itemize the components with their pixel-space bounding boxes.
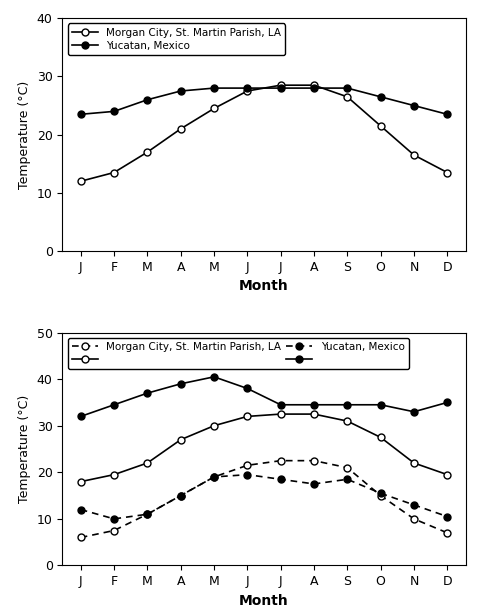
- Legend: Morgan City, St. Martin Parish, LA, , Yucatan, Mexico, : Morgan City, St. Martin Parish, LA, , Yu…: [68, 338, 409, 369]
- Text: max.: max.: [345, 349, 373, 359]
- X-axis label: Month: Month: [239, 594, 289, 608]
- Y-axis label: Temperature (°C): Temperature (°C): [18, 80, 31, 189]
- Y-axis label: Temperature (°C): Temperature (°C): [18, 395, 31, 503]
- X-axis label: Month: Month: [239, 279, 289, 294]
- Legend: Morgan City, St. Martin Parish, LA, Yucatan, Mexico: Morgan City, St. Martin Parish, LA, Yuca…: [68, 24, 285, 55]
- Text: min.: min.: [217, 349, 242, 359]
